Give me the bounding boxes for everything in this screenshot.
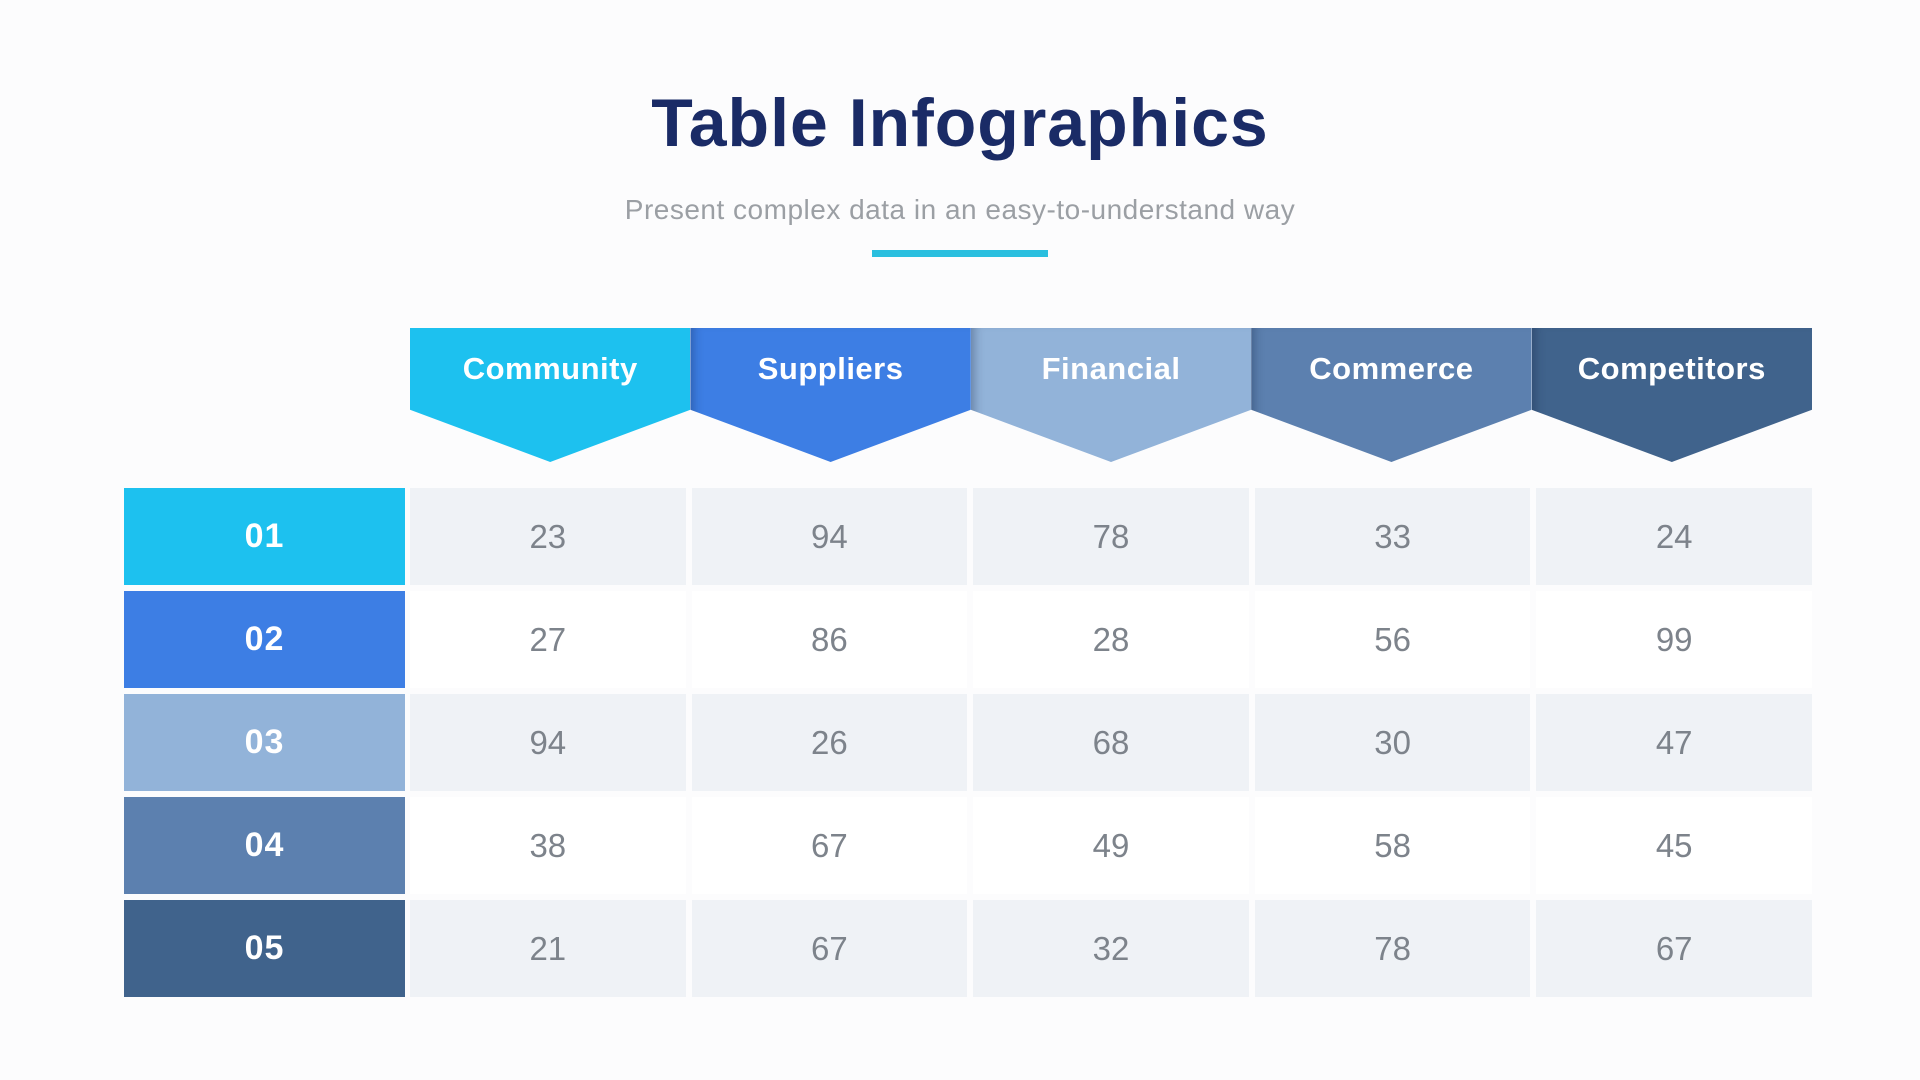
table-cell: 67 [691,797,968,894]
row-cells: 21 67 32 78 67 [410,900,1812,997]
column-header-financial: Financial [970,328,1252,462]
title-divider [872,250,1048,257]
table-cell: 24 [1536,488,1812,585]
table-cell: 56 [1254,591,1531,688]
table-cell: 21 [410,900,686,997]
column-header-suppliers: Suppliers [690,328,971,462]
table-cell: 47 [1536,694,1812,791]
table-cell: 67 [691,900,968,997]
row-cells: 23 94 78 33 24 [410,488,1812,585]
row-label: 03 [124,694,405,791]
table-cell: 33 [1254,488,1531,585]
table-cell: 58 [1254,797,1531,894]
table-cell: 67 [1536,900,1812,997]
page-title: Table Infographics [651,85,1269,161]
table-row: 02 27 86 28 56 99 [124,591,1812,688]
table-cell: 30 [1254,694,1531,791]
table-cell: 28 [973,591,1249,688]
column-header-commerce: Commerce [1251,328,1532,462]
table-cell: 27 [410,591,686,688]
row-label: 05 [124,900,405,997]
table-row: 01 23 94 78 33 24 [124,488,1812,585]
row-cells: 27 86 28 56 99 [410,591,1812,688]
table-row: 03 94 26 68 30 47 [124,694,1812,791]
row-cells: 38 67 49 58 45 [410,797,1812,894]
table-cell: 86 [691,591,968,688]
table-cell: 23 [410,488,686,585]
column-header-label: Commerce [1309,351,1474,386]
table-row: 05 21 67 32 78 67 [124,900,1812,997]
table-body: 01 23 94 78 33 24 02 27 86 28 56 99 03 94 26 68 30 47 04 38… [124,488,1812,1003]
table-cell: 99 [1536,591,1812,688]
table-cell: 94 [410,694,686,791]
column-header-label: Community [462,351,638,386]
table-row: 04 38 67 49 58 45 [124,797,1812,894]
row-label: 02 [124,591,405,688]
row-label: 01 [124,488,405,585]
table-cell: 78 [973,488,1249,585]
table-header-row: Community Suppliers Financial Commerce Compe… [410,328,1813,462]
table-cell: 94 [691,488,968,585]
table-cell: 45 [1536,797,1812,894]
column-header-community: Community [410,328,691,462]
column-header-label: Suppliers [757,351,904,386]
column-header-label: Competitors [1577,351,1766,386]
table-cell: 26 [691,694,968,791]
table-cell: 32 [973,900,1249,997]
table-cell: 38 [410,797,686,894]
row-label: 04 [124,797,405,894]
table-cell: 49 [973,797,1249,894]
column-header-competitors: Competitors [1531,328,1813,462]
page-subtitle: Present complex data in an easy-to-under… [624,194,1296,225]
table-cell: 68 [973,694,1249,791]
row-cells: 94 26 68 30 47 [410,694,1812,791]
column-header-label: Financial [1041,351,1181,386]
table-cell: 78 [1254,900,1531,997]
